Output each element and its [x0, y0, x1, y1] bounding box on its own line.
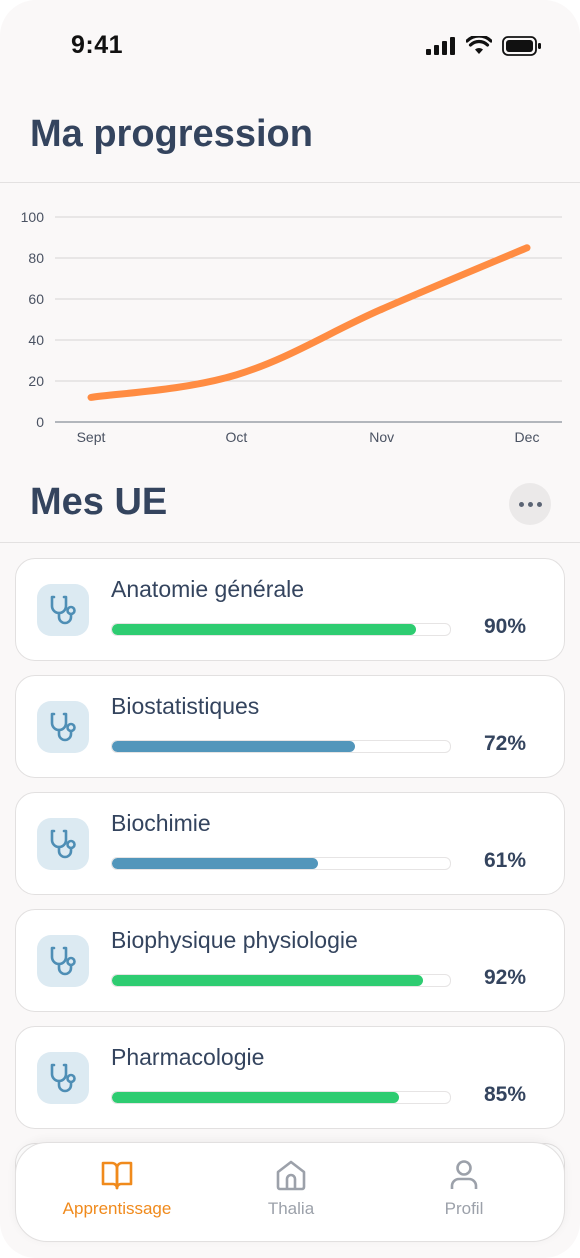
ue-list: Anatomie générale 90% Biostatistiques 72% Bi… — [15, 558, 565, 1184]
ue-card[interactable]: Biostatistiques 72% — [15, 675, 565, 778]
ue-progress-fill — [112, 858, 319, 869]
chart-x-ticks: Sept Oct Nov Dec — [77, 429, 540, 445]
chart-y-tick-label: 80 — [28, 250, 44, 266]
ue-progress-bar — [111, 623, 451, 636]
page-title-progress: Ma progression — [30, 113, 313, 155]
ue-percent: 72% — [483, 732, 526, 755]
home-icon — [276, 1160, 306, 1191]
ue-icon-box — [37, 935, 89, 987]
nav-label-thalia: Thalia — [267, 1199, 315, 1218]
ue-name: Anatomie générale — [111, 576, 305, 602]
divider — [0, 182, 580, 183]
stethoscope-icon — [50, 829, 76, 859]
ue-progress-bar — [111, 857, 451, 870]
ue-progress-fill — [112, 1092, 400, 1103]
ue-icon-box — [37, 1052, 89, 1104]
ue-percent: 61% — [483, 849, 526, 872]
more-horizontal-icon — [518, 501, 524, 507]
chart-x-tick-label: Dec — [515, 429, 540, 445]
chart-y-tick-label: 60 — [28, 291, 44, 307]
chart-x-tick-label: Sept — [77, 429, 106, 445]
nav-label-profil: Profil — [444, 1199, 484, 1218]
wifi-icon — [466, 36, 492, 54]
chart-y-tick-label: 100 — [21, 209, 45, 225]
ue-progress-bar — [111, 974, 451, 987]
status-bar: 9:41 — [0, 0, 580, 92]
ue-card[interactable]: Anatomie générale 90% — [15, 558, 565, 661]
ue-percent: 85% — [483, 1083, 526, 1106]
stethoscope-icon — [50, 1063, 76, 1093]
chart-x-tick-label: Nov — [369, 429, 394, 445]
chart-y-tick-label: 40 — [28, 332, 44, 348]
ue-progress-bar — [111, 1091, 451, 1104]
ue-icon-box — [37, 701, 89, 753]
chart-y-tick-label: 0 — [36, 414, 44, 430]
ue-icon-box — [37, 818, 89, 870]
chart-y-tick-label: 20 — [28, 373, 44, 389]
chart-series-line — [87, 244, 531, 401]
user-icon — [450, 1160, 478, 1189]
battery-icon — [502, 36, 541, 56]
section-title-ue: Mes UE — [30, 481, 168, 523]
ue-progress-fill — [112, 741, 356, 752]
ue-progress-fill — [112, 624, 417, 635]
ue-card[interactable]: Biophysique physiologie 92% — [15, 909, 565, 1012]
ue-name: Biostatistiques — [111, 693, 260, 719]
stethoscope-icon — [50, 595, 76, 625]
chart-series — [87, 244, 531, 401]
ue-card[interactable]: Pharmacologie 85% — [15, 1026, 565, 1129]
ue-progress-fill — [112, 975, 423, 986]
more-dot — [527, 501, 533, 507]
ue-progress-bar — [111, 740, 451, 753]
ue-name: Biochimie — [111, 810, 211, 836]
signal-icon — [426, 37, 455, 55]
status-icons — [426, 36, 542, 56]
nav-item-apprentissage[interactable]: Apprentissage — [27, 1159, 207, 1219]
nav-label-apprentissage: Apprentissage — [62, 1199, 172, 1218]
ue-percent: 90% — [483, 615, 526, 638]
stethoscope-icon — [50, 946, 76, 976]
more-options-button[interactable] — [509, 483, 551, 525]
stethoscope-icon — [50, 712, 76, 742]
chart-y-ticks: 0 20 40 60 80 100 — [21, 209, 45, 430]
status-time: 9:41 — [71, 31, 124, 59]
chart-grid — [55, 216, 562, 423]
nav-item-thalia[interactable]: Thalia — [201, 1159, 381, 1219]
bottom-nav: Apprentissage Thalia Profil — [15, 1142, 565, 1242]
nav-item-profil[interactable]: Profil — [374, 1159, 554, 1219]
divider — [0, 542, 580, 543]
progress-chart: 0 20 40 60 80 100 Sept Oct Nov Dec — [21, 209, 562, 445]
chart-x-tick-label: Oct — [225, 429, 247, 445]
ue-percent: 92% — [483, 966, 526, 989]
ue-name: Biophysique physiologie — [111, 927, 358, 953]
ue-icon-box — [37, 584, 89, 636]
ue-name: Pharmacologie — [111, 1044, 265, 1070]
more-dot — [536, 501, 542, 507]
ue-card[interactable]: Biochimie 61% — [15, 792, 565, 895]
book-open-icon — [101, 1161, 133, 1190]
